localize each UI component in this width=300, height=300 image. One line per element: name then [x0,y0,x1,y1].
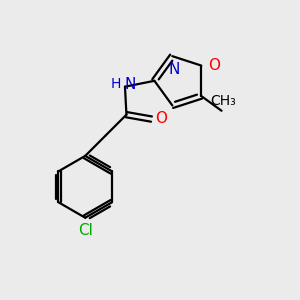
Text: CH₃: CH₃ [210,94,236,108]
Text: N: N [125,77,136,92]
Text: O: O [155,111,167,126]
Text: N: N [168,62,179,77]
Text: H: H [110,77,121,91]
Text: Cl: Cl [78,223,93,238]
Text: O: O [208,58,220,73]
